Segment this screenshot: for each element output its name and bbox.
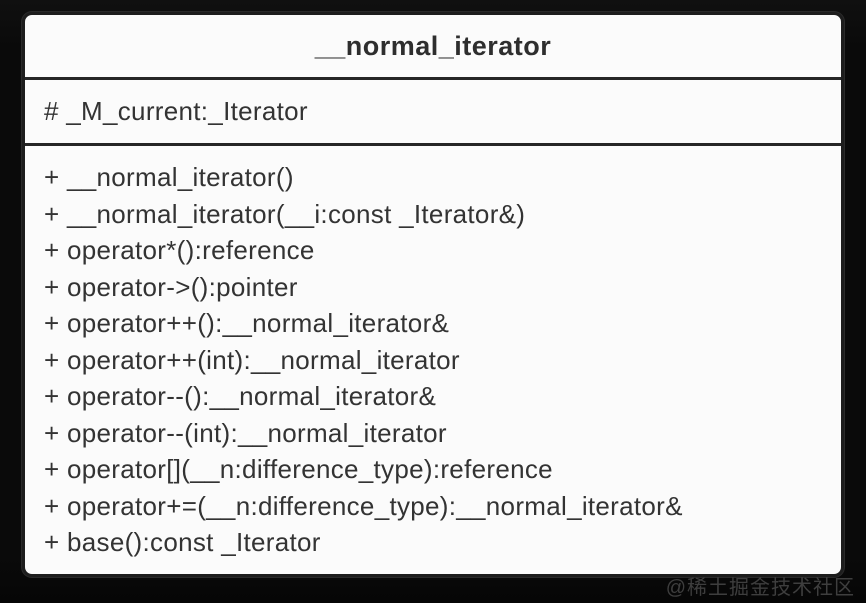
watermark-juejin: @稀土掘金技术社区 [665, 577, 855, 599]
method-operator-postincrement: + operator++(int):__normal_iterator [44, 344, 460, 375]
attribute-m-current: # _M_current:_Iterator [44, 96, 308, 126]
method-base: + base():const _Iterator [44, 527, 321, 557]
class-attributes-compartment: # _M_current:_Iterator [25, 80, 841, 146]
class-name: __normal_iterator [314, 30, 552, 61]
method-operator-subscript: + operator[](__n:difference_type):refere… [44, 454, 553, 484]
method-constructor-default: + __normal_iterator() [44, 162, 294, 192]
method-operator-predecrement: + operator--():__normal_iterator& [44, 381, 437, 411]
method-constructor-iterator: + __normal_iterator(__i:const _Iterator&… [44, 198, 526, 229]
method-operator-plus-equals: + operator+=(__n:difference_type):__norm… [44, 490, 683, 521]
class-title-compartment: __normal_iterator [25, 15, 841, 80]
method-operator-arrow: + operator->():pointer [44, 271, 298, 302]
method-operator-postdecrement: + operator--(int):__normal_iterator [44, 417, 447, 448]
method-operator-deref: + operator*():reference [44, 235, 315, 265]
class-methods-compartment: + __normal_iterator() + __normal_iterato… [25, 146, 841, 574]
uml-class-normal-iterator: __normal_iterator # _M_current:_Iterator… [22, 12, 844, 577]
method-operator-preincrement: + operator++():__normal_iterator& [44, 308, 450, 338]
